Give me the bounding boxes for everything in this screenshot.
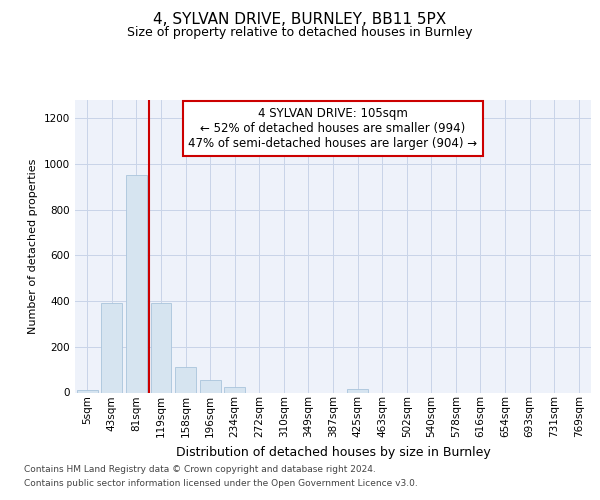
- Text: Size of property relative to detached houses in Burnley: Size of property relative to detached ho…: [127, 26, 473, 39]
- X-axis label: Distribution of detached houses by size in Burnley: Distribution of detached houses by size …: [176, 446, 490, 458]
- Bar: [101, 304, 122, 392]
- Bar: [151, 304, 172, 392]
- Bar: [126, 176, 147, 392]
- Bar: [347, 390, 368, 392]
- Bar: [175, 368, 196, 392]
- Bar: [200, 380, 221, 392]
- Bar: [77, 390, 98, 392]
- Text: Contains HM Land Registry data © Crown copyright and database right 2024.: Contains HM Land Registry data © Crown c…: [24, 466, 376, 474]
- Text: Contains public sector information licensed under the Open Government Licence v3: Contains public sector information licen…: [24, 479, 418, 488]
- Text: 4 SYLVAN DRIVE: 105sqm
← 52% of detached houses are smaller (994)
47% of semi-de: 4 SYLVAN DRIVE: 105sqm ← 52% of detached…: [188, 108, 478, 150]
- Text: 4, SYLVAN DRIVE, BURNLEY, BB11 5PX: 4, SYLVAN DRIVE, BURNLEY, BB11 5PX: [154, 12, 446, 28]
- Bar: [224, 387, 245, 392]
- Y-axis label: Number of detached properties: Number of detached properties: [28, 158, 38, 334]
